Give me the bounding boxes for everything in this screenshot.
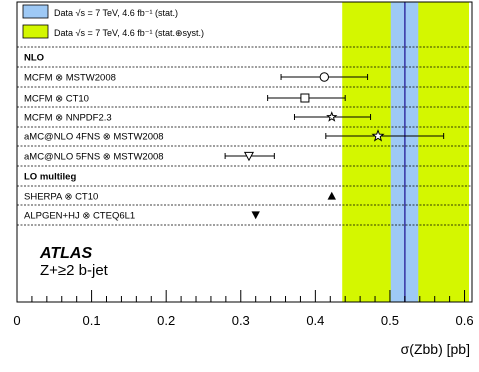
row-9: ALPGEN+HJ ⊗ CTEQ6L1 [24,211,260,222]
prediction-label: MCFM ⊗ NNPDF2.3 [24,113,112,124]
prediction-label: MCFM ⊗ CT10 [24,94,89,105]
group-header: LO multileg [24,172,76,183]
prediction-label: MCFM ⊗ MSTW2008 [24,73,116,84]
prediction-marker [251,211,260,220]
prediction-label: aMC@NLO 5FNS ⊗ MSTW2008 [24,152,164,163]
measurement-bands [342,2,470,302]
legend: Data √s = 7 TeV, 4.6 fb⁻¹ (stat.) Data √s… [22,4,204,39]
prediction-marker [300,93,310,103]
plot-frame [16,1,473,303]
selection-label: Z+≥2 b-jet [40,262,109,279]
x-tick-label: 0.1 [83,313,101,328]
row-2: MCFM ⊗ MSTW2008 [24,72,369,84]
row-5: aMC@NLO 4FNS ⊗ MSTW2008 [24,129,445,143]
prediction-label: ALPGEN+HJ ⊗ CTEQ6L1 [24,211,135,222]
legend-swatch-1 [22,4,49,19]
x-tick-label: 0.3 [232,313,250,328]
x-tick-label: 0.5 [381,313,399,328]
prediction-marker [326,111,338,122]
row-7: LO multileg [24,172,76,183]
prediction-label: aMC@NLO 4FNS ⊗ MSTW2008 [24,132,164,143]
prediction-label: SHERPA ⊗ CT10 [24,192,98,203]
row-separators [17,46,472,226]
x-axis-title: σ(Zbb) [pb] [401,341,470,357]
row-8: SHERPA ⊗ CT10 [24,192,336,203]
row-4: MCFM ⊗ NNPDF2.3 [24,111,372,124]
x-tick-label: 0 [13,313,20,328]
row-1: NLO [24,53,44,64]
prediction-rows: NLO MCFM ⊗ MSTW2008 MCFM ⊗ CT10 MCFM ⊗ NNPD… [24,53,445,222]
legend-swatch-2 [22,24,49,39]
prediction-marker [371,129,385,142]
prediction-marker [243,151,255,162]
experiment-label: ATLAS [39,245,92,262]
group-header: NLO [24,53,44,64]
x-tick-label: 0.6 [456,313,474,328]
legend-label-1: Data √s = 7 TeV, 4.6 fb⁻¹ (stat.) [54,8,178,18]
x-axis: 0 0.1 0.2 0.3 0.4 0.5 0.6 [13,290,474,328]
x-tick-label: 0.4 [306,313,324,328]
legend-label-2: Data √s = 7 TeV, 4.6 fb⁻¹ (stat.⊕syst.) [54,28,204,38]
x-tick-label: 0.2 [157,313,175,328]
prediction-marker [327,191,336,200]
row-6: aMC@NLO 5FNS ⊗ MSTW2008 [24,151,275,163]
row-3: MCFM ⊗ CT10 [24,93,346,105]
prediction-marker [319,72,330,82]
